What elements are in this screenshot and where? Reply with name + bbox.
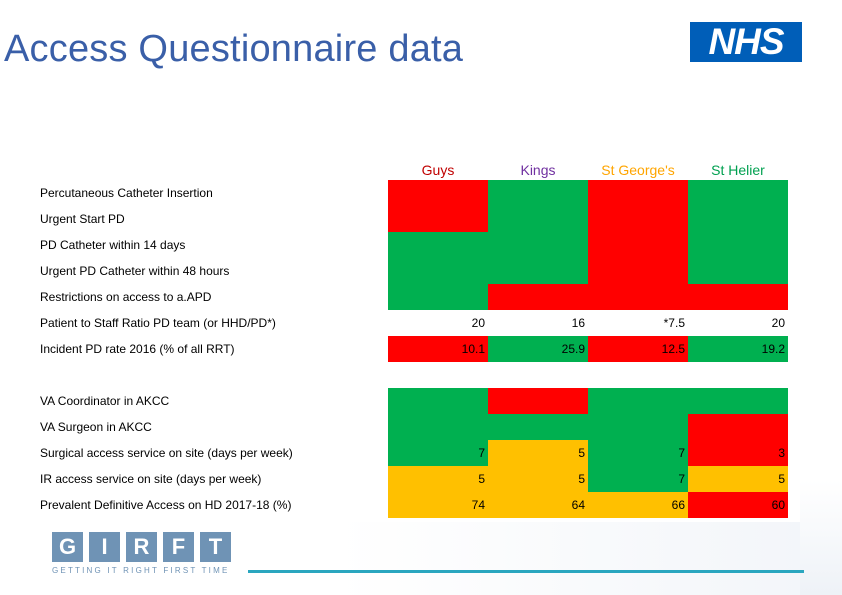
girft-letter: I [89,532,120,562]
table-cell: 12.5 [588,336,688,362]
table-cell [588,180,688,206]
table-cell [488,258,588,284]
girft-letter: R [126,532,157,562]
table-cell: 19.2 [688,336,788,362]
table-cell: 7 [588,466,688,492]
table-cell [388,258,488,284]
row-label: PD Catheter within 14 days [40,238,186,252]
row-label: Surgical access service on site (days pe… [40,446,293,460]
table-cell [488,362,588,388]
table-cell: 5 [688,466,788,492]
table-cell [588,206,688,232]
table-cell: 60 [688,492,788,518]
table-cell [688,388,788,414]
table-cell: 3 [688,440,788,466]
table-cell: 64 [488,492,588,518]
row-label: IR access service on site (days per week… [40,472,262,486]
row-label: Urgent Start PD [40,212,125,226]
table-cell: 7 [388,440,488,466]
table-cell [388,388,488,414]
column-header-3: St George's [601,162,675,178]
girft-letter: G [52,532,83,562]
table-cell: 5 [488,466,588,492]
row-label: VA Coordinator in AKCC [40,394,170,408]
nhs-logo: NHS [690,22,802,62]
table-cell [588,388,688,414]
row-label: VA Surgeon in AKCC [40,420,152,434]
column-header-2: Kings [520,162,556,178]
row-label: Urgent PD Catheter within 48 hours [40,264,230,278]
table-cell [688,258,788,284]
table-cell [488,284,588,310]
table-cell [588,414,688,440]
row-label: Restrictions on access to a.APD [40,290,212,304]
table-cell [688,284,788,310]
row-label: Patient to Staff Ratio PD team (or HHD/P… [40,316,276,330]
table-cell [488,388,588,414]
table-cell: 66 [588,492,688,518]
table-cell: 25.9 [488,336,588,362]
table-cell [388,206,488,232]
row-label: Prevalent Definitive Access on HD 2017-1… [40,498,292,512]
table-cell [588,232,688,258]
column-header-1: Guys [421,162,455,178]
table-cell [488,180,588,206]
table-cell [388,180,488,206]
table-cell: *7.5 [588,310,688,336]
row-label: Incident PD rate 2016 (% of all RRT) [40,342,235,356]
table-cell [488,414,588,440]
table-cell [388,232,488,258]
table-cell [388,284,488,310]
table-cell: 5 [488,440,588,466]
table-cell [488,232,588,258]
table-cell [488,206,588,232]
table-cell [388,414,488,440]
column-header-4: St Helier [711,162,765,178]
girft-letter: T [200,532,231,562]
row-label: Percutaneous Catheter Insertion [40,186,213,200]
table-cell [388,362,488,388]
table-cell: 16 [488,310,588,336]
girft-letter: F [163,532,194,562]
table-cell: 20 [388,310,488,336]
table-cell: 20 [688,310,788,336]
table-cell [688,206,788,232]
table-cell [688,414,788,440]
table-cell [588,362,688,388]
girft-accent-line [248,570,804,573]
table-cell: 7 [588,440,688,466]
table-cell [688,180,788,206]
girft-tagline: GETTING IT RIGHT FIRST TIME [52,566,230,575]
table-cell: 10.1 [388,336,488,362]
page-title: Access Questionnaire data [4,28,464,70]
table-cell [688,362,788,388]
side-gradient [800,480,842,595]
table-cell [588,258,688,284]
table-cell [688,232,788,258]
table-cell: 74 [388,492,488,518]
table-cell: 5 [388,466,488,492]
table-cell [588,284,688,310]
